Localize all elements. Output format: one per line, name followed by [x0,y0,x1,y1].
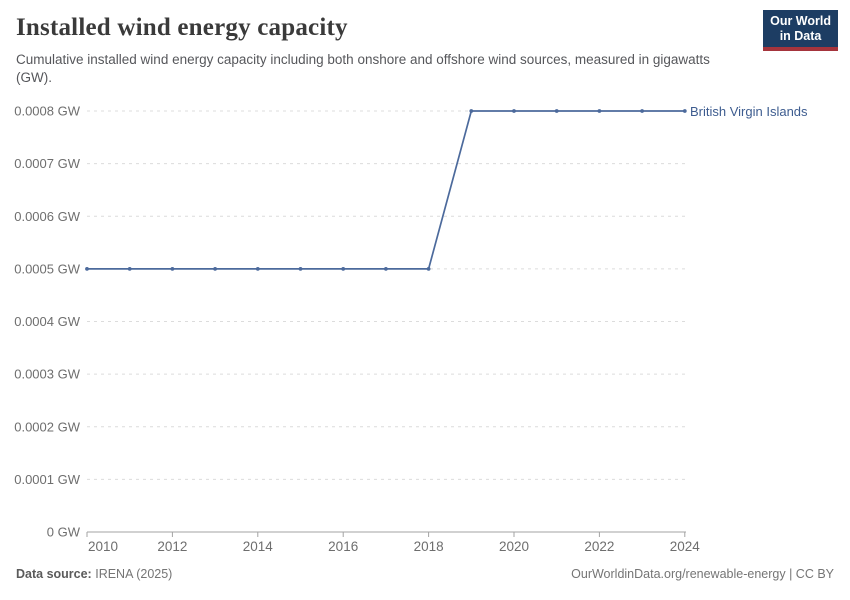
data-point-2015[interactable] [298,267,303,271]
data-point-2023[interactable] [640,109,644,113]
page-title: Installed wind energy capacity [16,14,348,41]
x-axis-tick-label: 2022 [584,539,614,554]
y-axis-tick-label: 0.0006 GW [14,209,80,224]
y-axis-tick-label: 0.0002 GW [14,419,80,434]
owid-logo[interactable]: Our World in Data [763,10,838,51]
y-axis-tick-label: 0.0004 GW [14,314,80,329]
y-axis-tick-label: 0.0007 GW [14,156,80,171]
chart-footer: Data source: IRENA (2025) OurWorldinData… [16,567,834,581]
data-point-2018[interactable] [426,267,431,271]
x-axis-tick-label: 2020 [499,539,529,554]
data-point-2014[interactable] [255,267,260,271]
x-axis-tick-label: 2014 [243,539,274,554]
data-source: Data source: IRENA (2025) [16,567,172,581]
x-axis-tick-label: 2018 [414,539,444,554]
data-point-2020[interactable] [512,109,516,113]
x-axis-tick-label: 2012 [157,539,187,554]
footer-credit[interactable]: OurWorldinData.org/renewable-energy | CC… [571,567,834,581]
data-point-2010[interactable] [85,267,89,271]
owid-logo-line2: in Data [779,29,822,43]
x-axis-tick-label: 2024 [670,539,701,554]
y-axis-tick-label: 0 GW [47,525,81,540]
data-point-2021[interactable] [554,109,559,113]
data-point-2016[interactable] [341,267,346,271]
data-point-2012[interactable] [170,267,175,271]
series-line[interactable] [87,110,685,270]
data-point-2019[interactable] [469,109,474,113]
data-point-2011[interactable] [127,267,132,271]
y-axis-tick-label: 0.0008 GW [14,104,80,119]
series-label-british-virgin-islands[interactable]: British Virgin Islands [690,104,808,119]
data-point-2013[interactable] [213,267,218,271]
y-axis-tick-label: 0.0005 GW [14,261,80,276]
data-point-2017[interactable] [384,267,388,271]
data-source-value: IRENA (2025) [95,567,173,581]
y-axis-tick-label: 0.0001 GW [14,472,80,487]
x-axis-tick-label: 2016 [328,539,358,554]
data-point-2022[interactable] [597,109,602,113]
x-axis-tick-label: 2010 [88,539,118,554]
y-axis-tick-label: 0.0003 GW [14,367,80,382]
data-source-label: Data source: [16,567,92,581]
owid-logo-line1: Our World [770,14,831,28]
data-point-2024[interactable] [682,109,687,113]
chart-subtitle: Cumulative installed wind energy capacit… [16,52,710,85]
